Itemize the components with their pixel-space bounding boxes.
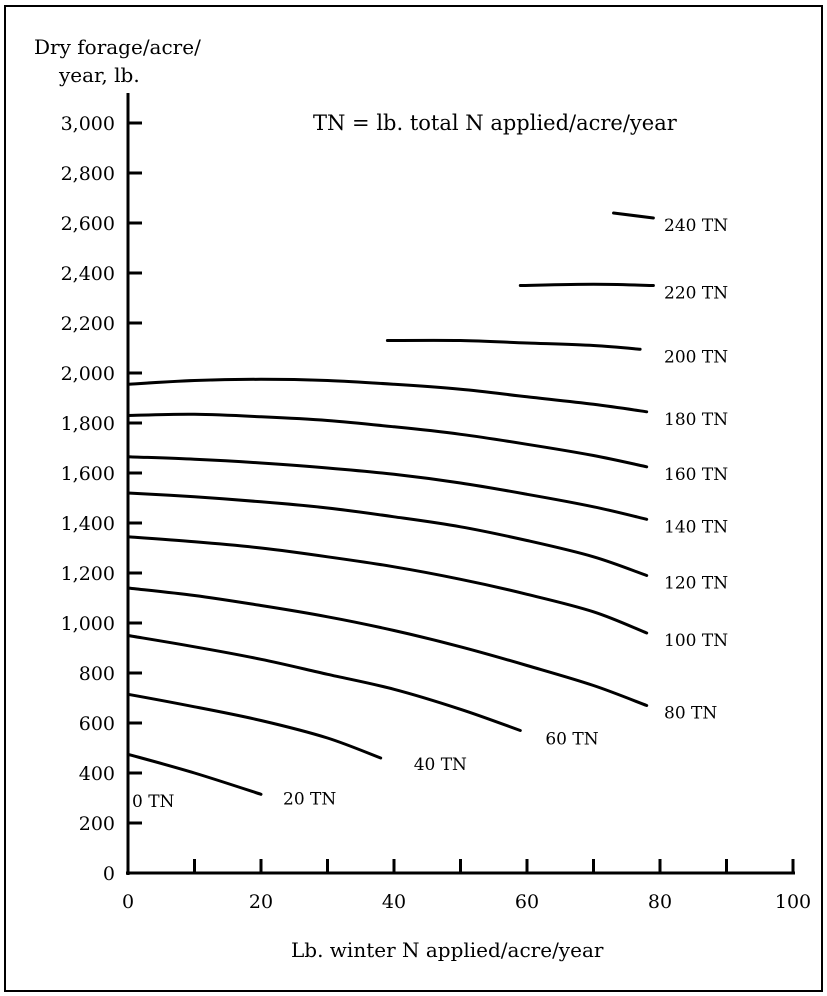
curve-label-60-tn: 60 TN	[545, 730, 598, 750]
y-tick-label: 2,800	[61, 163, 115, 185]
curves	[126, 211, 655, 875]
curve-40-tn	[126, 692, 383, 760]
axes: 02004006008001,0001,2001,4001,6001,8002,…	[61, 93, 811, 913]
curve-20-tn	[126, 752, 263, 796]
y-tick-label: 1,200	[61, 563, 115, 585]
x-axis-title: Lb. winter N applied/acre/year	[291, 938, 604, 962]
y-tick-label: 800	[79, 663, 115, 685]
y-tick-label: 1,000	[61, 613, 115, 635]
curve-120-tn	[126, 491, 649, 577]
curve-label-180-tn: 180 TN	[664, 410, 728, 430]
curve-60-tn	[126, 634, 522, 732]
y-axis-title-line2: year, lb.	[58, 63, 140, 87]
curve-80-tn	[126, 586, 649, 707]
x-tick-label: 20	[249, 891, 273, 913]
y-tick-label: 600	[79, 713, 115, 735]
curve-label-240-tn: 240 TN	[664, 216, 728, 236]
curve-label-220-tn: 220 TN	[664, 284, 728, 304]
x-tick-label: 40	[382, 891, 406, 913]
curve-label-120-tn: 120 TN	[664, 574, 728, 594]
curve-220-tn	[518, 282, 655, 287]
y-tick-label: 1,800	[61, 413, 115, 435]
y-tick-label: 2,000	[61, 363, 115, 385]
chart-frame	[4, 5, 823, 992]
curve-label-40-tn: 40 TN	[414, 755, 467, 775]
curve-240-tn	[612, 211, 655, 220]
y-axis-title-line1: Dry forage/acre/	[34, 35, 201, 59]
curve-label-200-tn: 200 TN	[664, 347, 728, 367]
curve-label-20-tn: 20 TN	[283, 789, 336, 809]
y-tick-label: 2,200	[61, 313, 115, 335]
y-tick-label: 3,000	[61, 113, 115, 135]
y-tick-label: 1,400	[61, 513, 115, 535]
x-tick-label: 60	[515, 891, 539, 913]
tn-definition-note: TN = lb. total N applied/acre/year	[313, 111, 678, 135]
curve-label-160-tn: 160 TN	[664, 465, 728, 485]
y-tick-label: 2,400	[61, 263, 115, 285]
curve-label-0-tn: 0 TN	[132, 792, 175, 812]
curve-160-tn	[126, 412, 649, 469]
y-tick-label: 0	[103, 863, 115, 885]
y-tick-label: 200	[79, 813, 115, 835]
curve-label-100-tn: 100 TN	[664, 631, 728, 651]
y-tick-label: 1,600	[61, 463, 115, 485]
curve-180-tn	[126, 377, 649, 414]
curve-labels: 0 TN 20 TN 40 TN 60 TN 80 TN 100 TN 120 TN 140 …	[132, 216, 728, 812]
curve-label-140-tn: 140 TN	[664, 517, 728, 537]
curve-140-tn	[126, 455, 649, 521]
y-tick-label: 2,600	[61, 213, 115, 235]
x-tick-label: 0	[122, 891, 134, 913]
curve-100-tn	[126, 535, 649, 635]
y-tick-label: 400	[79, 763, 115, 785]
curve-label-80-tn: 80 TN	[664, 704, 717, 724]
curve-200-tn	[385, 338, 642, 351]
x-tick-label: 80	[648, 891, 672, 913]
x-tick-label: 100	[775, 891, 811, 913]
